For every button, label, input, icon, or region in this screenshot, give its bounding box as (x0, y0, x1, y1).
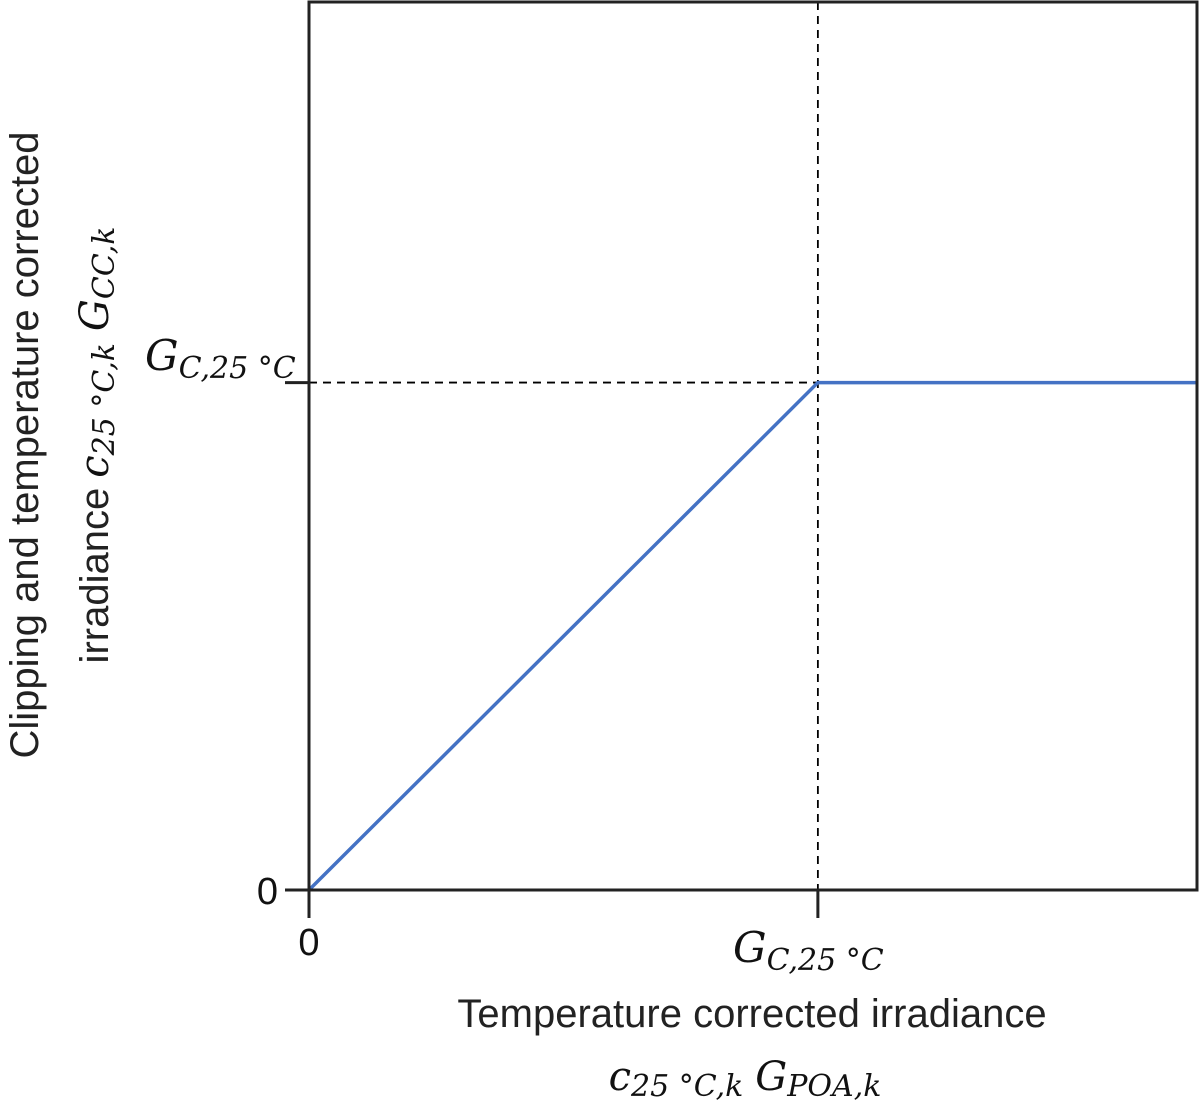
y-tick-label-gc: GC,25 °C (145, 331, 296, 386)
plot-frame (307, 0, 1199, 892)
x-tick-label-gc: GC,25 °C (733, 923, 884, 978)
y-tick-label-0: 0 (257, 871, 278, 913)
y-axis-label-line2: irradiancec25 °C,kGCC,k (72, 227, 122, 664)
x-axis-symbol: c25 °C,k GPOA,k (609, 1054, 882, 1104)
x-axis-label: Temperature corrected irradiance (457, 992, 1046, 1036)
y-axis-label-line1: Clipping and temperature corrected (3, 131, 47, 758)
series-line-0 (307, 380, 1197, 892)
x-tick-label-0: 0 (298, 922, 319, 964)
